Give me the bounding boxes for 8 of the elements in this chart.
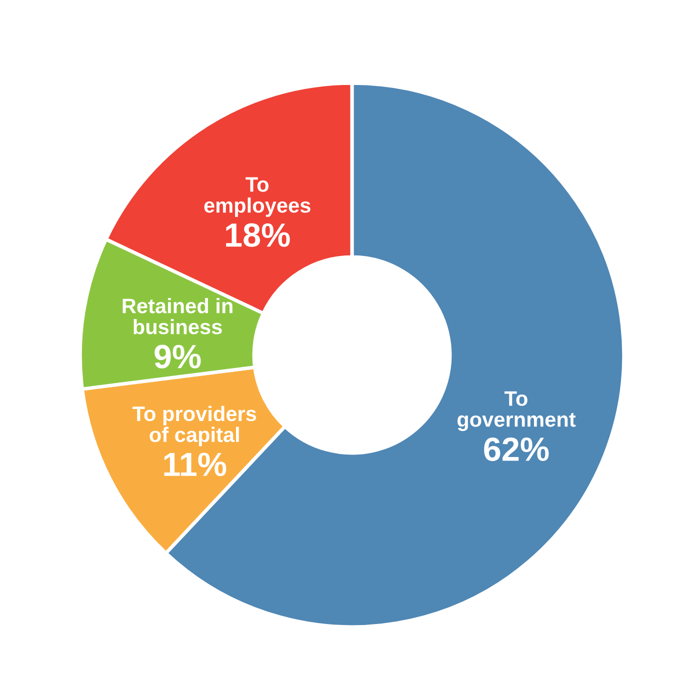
slice-label: To providers of capital bbox=[132, 406, 256, 446]
slice-label: To government bbox=[457, 391, 576, 432]
data-label: 9% bbox=[154, 344, 201, 368]
data-label: 11% bbox=[164, 452, 226, 476]
data-label: 62% bbox=[484, 437, 549, 462]
slice-label: Retained in business bbox=[122, 298, 232, 334]
data-label: 18% bbox=[226, 223, 290, 247]
slice-label: To employees bbox=[204, 177, 310, 217]
